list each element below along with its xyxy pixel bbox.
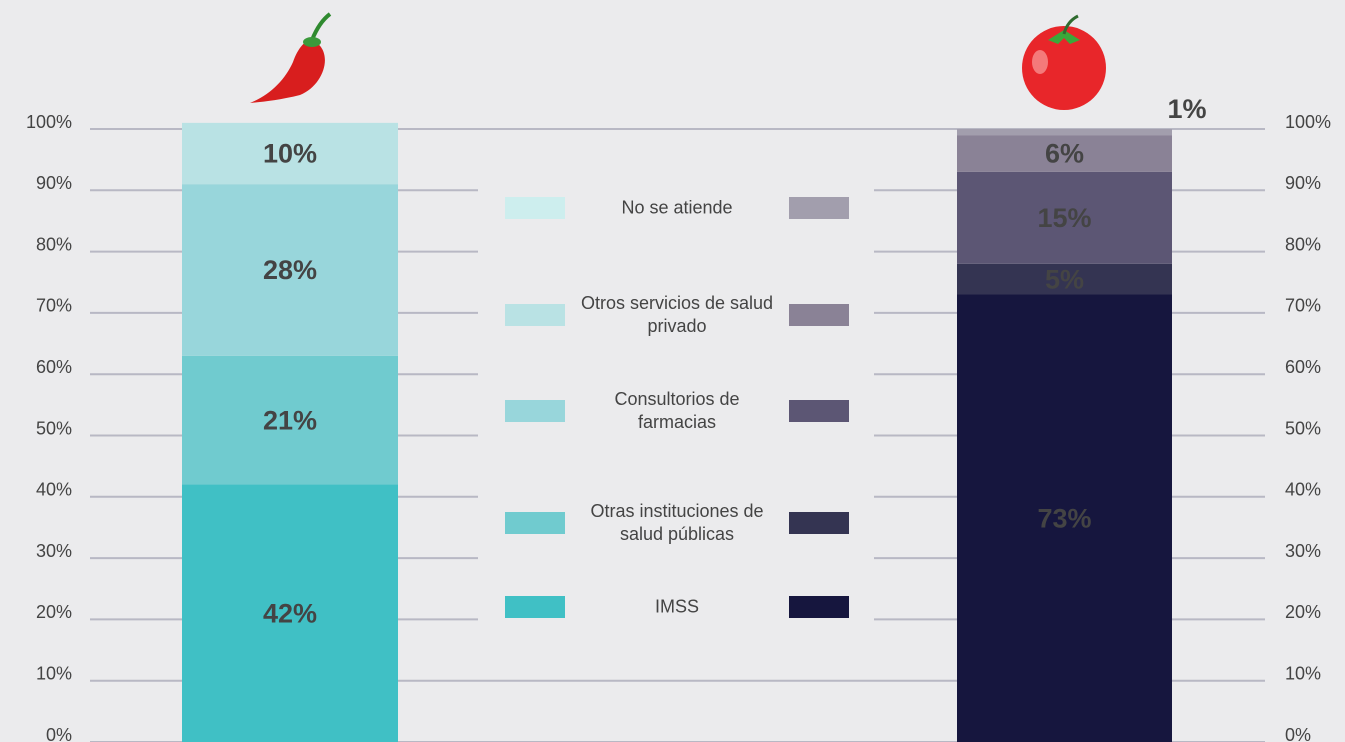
legend-swatch [789, 304, 849, 326]
bar-segment [957, 135, 1172, 172]
value-label: 42% [263, 598, 317, 628]
tomato-icon [1022, 14, 1106, 110]
bar-segment [182, 484, 398, 742]
value-label: 28% [263, 255, 317, 285]
bar-segment [182, 355, 398, 485]
y-tick-label: 40% [36, 480, 72, 500]
legend-swatch [505, 400, 565, 422]
value-label: 6% [1045, 139, 1084, 169]
legend-swatch [505, 596, 565, 618]
value-label: 21% [263, 405, 317, 435]
y2-tick-label: 90% [1285, 173, 1321, 193]
y2-tick-label: 30% [1285, 541, 1321, 561]
y-tick-label: 20% [36, 602, 72, 622]
value-label: 1% [1167, 94, 1206, 124]
y2-tick-label: 10% [1285, 663, 1321, 683]
value-label: 5% [1045, 264, 1084, 294]
value-label: 10% [263, 139, 317, 169]
legend-label: Otros servicios de salud privado [580, 293, 774, 336]
y2-tick-label: 70% [1285, 296, 1321, 316]
legend-label: No se atiende [621, 197, 733, 218]
bar-segment [182, 184, 398, 356]
bar-segment [957, 129, 1172, 136]
legend-label: IMSS [654, 596, 699, 617]
y2-tick-label: 20% [1285, 602, 1321, 622]
y-tick-label: 10% [36, 663, 72, 683]
y2-tick-label: 40% [1285, 480, 1321, 500]
y-tick-label: 90% [36, 173, 72, 193]
chili-icon [250, 12, 332, 103]
y-tick-label: 0% [46, 725, 72, 742]
y-tick-label: 60% [36, 357, 72, 377]
y2-tick-label: 100% [1285, 112, 1331, 132]
legend-swatch [505, 197, 565, 219]
bar-segment [957, 294, 1172, 742]
legend-label: Consultorios de farmacias [614, 389, 740, 432]
value-label: 73% [1037, 503, 1091, 533]
y2-tick-label: 60% [1285, 357, 1321, 377]
legend-swatch [505, 304, 565, 326]
y-tick-label: 80% [36, 234, 72, 254]
legend-swatch [789, 197, 849, 219]
y2-tick-label: 80% [1285, 234, 1321, 254]
bar-segment [182, 122, 398, 185]
y-tick-label: 100% [26, 112, 72, 132]
y2-tick-label: 50% [1285, 418, 1321, 438]
y2-tick-label: 0% [1285, 725, 1311, 742]
legend-swatch [789, 596, 849, 618]
legend-swatch [789, 400, 849, 422]
y-tick-label: 70% [36, 296, 72, 316]
bar-segment [957, 263, 1172, 295]
legend-swatch [789, 512, 849, 534]
value-label: 15% [1037, 203, 1091, 233]
legend-swatch [505, 512, 565, 534]
legend-label: Otras instituciones de salud públicas [590, 501, 764, 544]
y-tick-label: 30% [36, 541, 72, 561]
y-tick-label: 50% [36, 418, 72, 438]
bar-segment [957, 171, 1172, 264]
